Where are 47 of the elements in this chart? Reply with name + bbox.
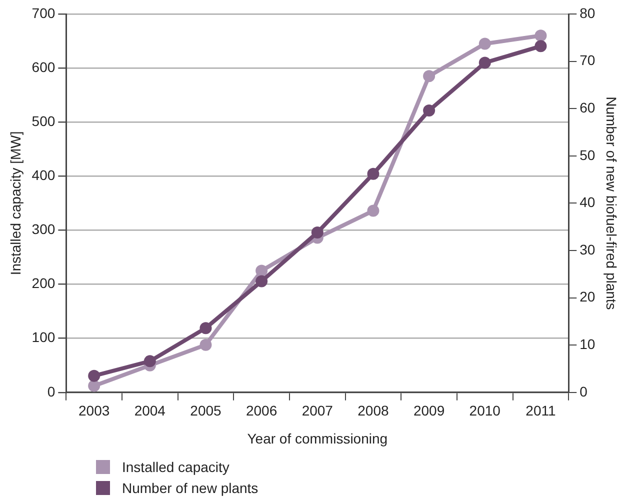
y-tick-label: 700 (32, 4, 56, 21)
y-axis-title: Installed capacity [MW] (7, 131, 24, 276)
point (200, 338, 212, 351)
y2-tick-label: 20 (580, 288, 596, 305)
point (534, 40, 547, 52)
y-tick-label: 100 (32, 329, 56, 346)
x-tick-label: 2006 (246, 402, 278, 419)
point (200, 322, 212, 334)
y2-tick-label: 0 (580, 383, 588, 400)
y2-tick-label: 10 (580, 336, 596, 352)
y2-tick-label: 70 (580, 52, 596, 68)
point (256, 275, 268, 288)
point (144, 355, 156, 368)
legend-label: Number of new plants (122, 480, 258, 496)
y2-tick-label: 40 (580, 194, 596, 210)
legend-label: Installed capacity (122, 458, 230, 474)
point (534, 30, 547, 42)
x-axis-title: Year of commissioning (247, 430, 388, 446)
point (478, 56, 491, 69)
x-tick-label: 2009 (413, 402, 445, 419)
y2-axis-title: Number of new biofuel-fired plants (604, 96, 620, 310)
point (256, 264, 268, 277)
point (311, 226, 324, 239)
point (423, 70, 436, 82)
point (478, 38, 491, 50)
point (367, 168, 380, 180)
x-tick-label: 2004 (134, 402, 166, 419)
y2-tick-label: 30 (580, 241, 596, 258)
y2-tick-label: 80 (580, 4, 596, 21)
y-tick-label: 600 (32, 58, 56, 75)
point (367, 204, 380, 217)
x-tick-label: 2005 (190, 402, 222, 419)
x-tick-label: 2008 (358, 402, 390, 419)
y-tick-label: 500 (32, 112, 56, 129)
y-tick-label: 300 (32, 221, 56, 238)
x-tick-label: 2011 (526, 402, 556, 419)
x-tick-label: 2010 (469, 402, 501, 419)
y-tick-label: 0 (47, 383, 56, 400)
y-tick-label: 200 (32, 275, 56, 292)
x-tick-label: 2007 (302, 402, 334, 419)
point (88, 380, 100, 392)
point (423, 104, 436, 116)
y-tick-label: 400 (32, 167, 56, 184)
x-tick-label: 2003 (78, 402, 110, 419)
y2-tick-label: 50 (580, 146, 596, 163)
point (88, 370, 100, 382)
y2-tick-label: 60 (580, 99, 596, 116)
